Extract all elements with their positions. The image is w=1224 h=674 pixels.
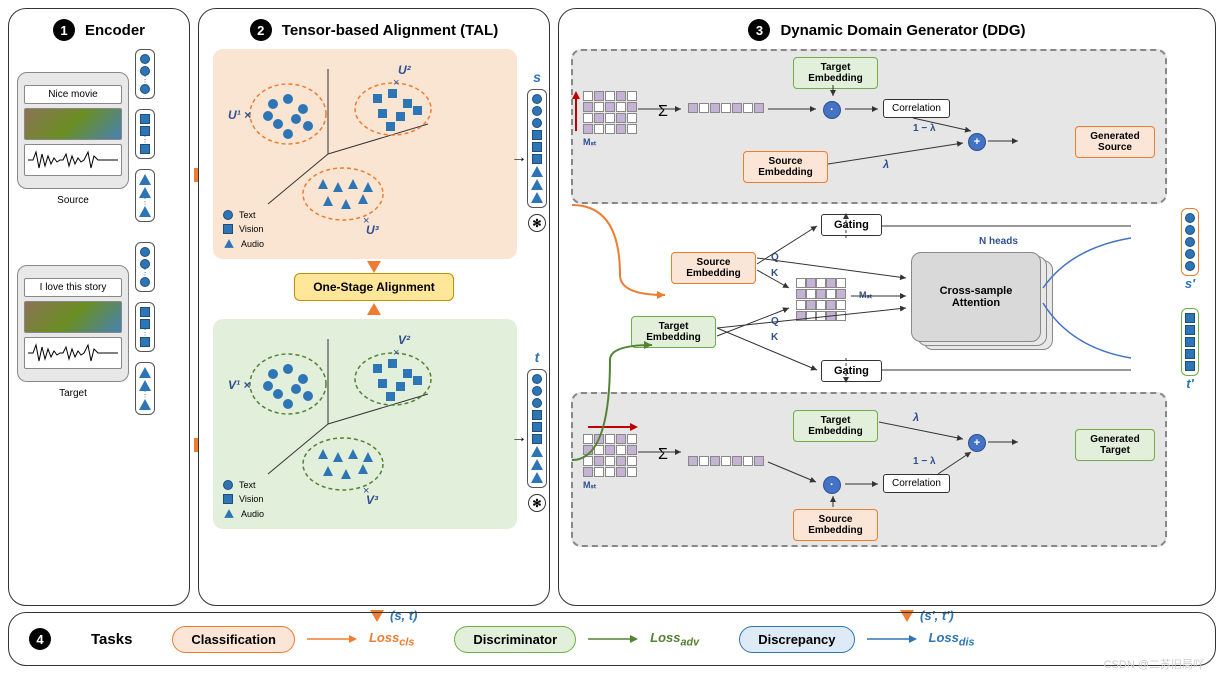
ddg-arrows-mid [571, 208, 1203, 388]
encoder-title: Encoder [85, 22, 145, 39]
target-image-sample [24, 301, 122, 333]
target-emb-mid: Target Embedding [631, 316, 716, 348]
encoder-panel: 1 Encoder Nice movie Source ⋮ ⋮ ⋮ [8, 8, 190, 606]
tasks-panel: 4 Tasks Classification Losscls Discrimin… [8, 612, 1216, 666]
sigma-up: Σ [658, 103, 668, 121]
waveform-icon [28, 148, 118, 172]
tal-legend-tgt: Text Vision Audio [219, 476, 268, 523]
one-stage-box: One-Stage Alignment [294, 273, 454, 301]
dot-op-down: · [823, 476, 841, 494]
arrow-up-1 [367, 303, 381, 315]
ddg-panel: 3 Dynamic Domain Generator (DDG) Mₛₜ Σ T… [558, 8, 1216, 606]
mst-matrix-mid [796, 278, 845, 321]
op-conv-t: ✻ [528, 494, 546, 512]
source-text-sample: Nice movie [24, 85, 122, 104]
num-4: 4 [29, 628, 51, 650]
corr-up: Correlation [883, 99, 950, 118]
dot-op-up: · [823, 101, 841, 119]
svg-text:V¹ ×: V¹ × [228, 378, 250, 392]
loss-cls: Losscls [369, 630, 414, 649]
plus-down: + [968, 434, 986, 452]
ddg-title: Dynamic Domain Generator (DDG) [780, 22, 1025, 39]
gating-up: Gating [821, 214, 882, 236]
loss-adv: Lossadv [650, 630, 699, 649]
target-row: I love this story Target ⋮ ⋮ ⋮ [17, 242, 181, 415]
target-box: I love this story [17, 265, 129, 382]
sp-vector: s′ [1181, 208, 1199, 291]
corr-down: Correlation [883, 474, 950, 493]
tal-legend-src: Text Vision Audio [219, 206, 268, 253]
target-label: Target [17, 388, 129, 399]
watermark: CSDN @二苏旧局吖 [1104, 656, 1204, 672]
target-emb-down: Target Embedding [793, 410, 878, 442]
tal-target-region: V¹ × V² × V³ × Text Vision Audio [213, 319, 517, 529]
row-vec-up [688, 103, 764, 113]
gating-down: Gating [821, 360, 882, 382]
source-label: Source [17, 195, 129, 206]
svg-text:×: × [363, 215, 369, 227]
arrow-down-1 [367, 261, 381, 273]
source-row: Nice movie Source ⋮ ⋮ ⋮ [17, 49, 181, 222]
t-vector: t ✻ [527, 349, 547, 512]
target-text-sample: I love this story [24, 278, 122, 297]
encoder-header: 1 Encoder [17, 19, 181, 41]
svg-text:U¹ ×: U¹ × [228, 108, 251, 122]
lambda-up: λ [883, 159, 889, 171]
gen-target: Generated Target [1075, 429, 1155, 461]
source-audio-sample [24, 144, 122, 176]
cross-attn-box: Cross-sample Attention [911, 252, 1041, 342]
target-features: ⋮ ⋮ ⋮ [135, 242, 155, 415]
target-emb-up: Target Embedding [793, 57, 878, 89]
svg-text:V²: V² [398, 333, 411, 347]
mst-matrix-down: Mₛₜ [583, 434, 637, 491]
tp-vector: t′ [1181, 308, 1199, 391]
waveform-icon [28, 341, 118, 365]
ddg-upper: Mₛₜ Σ Target Embedding · Correlation Sou… [571, 49, 1167, 204]
sigma-down: Σ [658, 446, 668, 464]
row-vec-down [688, 456, 764, 466]
ddg-lower: Mₛₜ Σ Target Embedding · Correlation Sou… [571, 392, 1167, 547]
one-minus-lambda-up: 1 − λ [913, 123, 936, 134]
source-emb-mid: Source Embedding [671, 252, 756, 284]
target-audio-sample [24, 337, 122, 369]
svg-text:×: × [393, 347, 399, 359]
mst-matrix-up: Mₛₜ [583, 91, 637, 148]
classification-pill: Classification [172, 626, 295, 653]
lambda-down: λ [913, 412, 919, 424]
tal-source-region: U¹ × U² × U³ × Text Vision Audio [213, 49, 517, 259]
source-image-sample [24, 108, 122, 140]
source-box: Nice movie [17, 72, 129, 189]
source-emb-up: Source Embedding [743, 151, 828, 183]
tal-title: Tensor-based Alignment (TAL) [282, 22, 498, 39]
ddg-header: 3 Dynamic Domain Generator (DDG) [567, 19, 1207, 41]
s-vector: s ✻ [527, 69, 547, 232]
discriminator-pill: Discriminator [454, 626, 576, 653]
num-2: 2 [250, 19, 272, 41]
loss-dis: Lossdis [929, 630, 975, 649]
arrow-star-t: → [511, 429, 527, 447]
gen-source: Generated Source [1075, 126, 1155, 158]
nheads-label: N heads [979, 236, 1018, 247]
arrow-star-s: → [511, 149, 527, 167]
svg-text:×: × [363, 485, 369, 497]
tal-header: 2 Tensor-based Alignment (TAL) [207, 19, 541, 41]
svg-text:U²: U² [398, 63, 412, 77]
one-minus-lambda-down: 1 − λ [913, 456, 936, 467]
source-emb-down: Source Embedding [793, 509, 878, 541]
discrepancy-pill: Discrepancy [739, 626, 854, 653]
tasks-title: Tasks [91, 631, 132, 648]
op-conv-s: ✻ [528, 214, 546, 232]
num-3: 3 [748, 19, 770, 41]
plus-up: + [968, 133, 986, 151]
tal-panel: 2 Tensor-based Alignment (TAL) [198, 8, 550, 606]
ddg-middle: Source Embedding Target Embedding Gating… [571, 208, 1203, 388]
source-features: ⋮ ⋮ ⋮ [135, 49, 155, 222]
svg-text:×: × [393, 77, 399, 89]
num-1: 1 [53, 19, 75, 41]
